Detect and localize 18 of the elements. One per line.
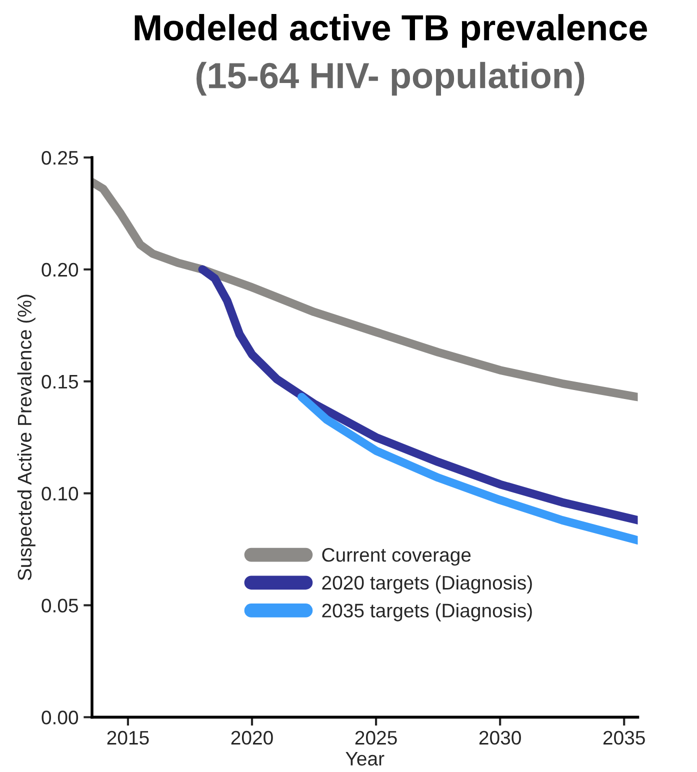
y-tick-label: 0.10 xyxy=(42,486,78,501)
x-axis-title: Year xyxy=(346,752,384,766)
x-tick-label: 2035 xyxy=(603,730,645,745)
y-tick-label: 0.05 xyxy=(42,598,78,612)
legend-label: 2020 targets (Diagnosis) xyxy=(322,575,532,594)
y-tick-label: 0.00 xyxy=(42,710,78,724)
legend-label: 2035 targets (Diagnosis) xyxy=(322,603,532,622)
x-tick-label: 2030 xyxy=(479,730,521,745)
chart-subtitle: (15-64 HIV- population) xyxy=(196,62,584,96)
x-tick-label: 2020 xyxy=(231,730,273,745)
y-tick-label: 0.20 xyxy=(42,262,78,277)
y-tick-label: 0.25 xyxy=(42,150,78,165)
x-tick-label: 2025 xyxy=(355,730,397,745)
y-axis-title: Suspected Active Prevalence (%) xyxy=(17,294,36,580)
chart-title: Modeled active TB prevalence xyxy=(134,14,647,48)
legend-label: Current coverage xyxy=(322,548,471,566)
y-tick-label: 0.15 xyxy=(42,374,78,389)
x-tick-label: 2015 xyxy=(107,730,149,745)
